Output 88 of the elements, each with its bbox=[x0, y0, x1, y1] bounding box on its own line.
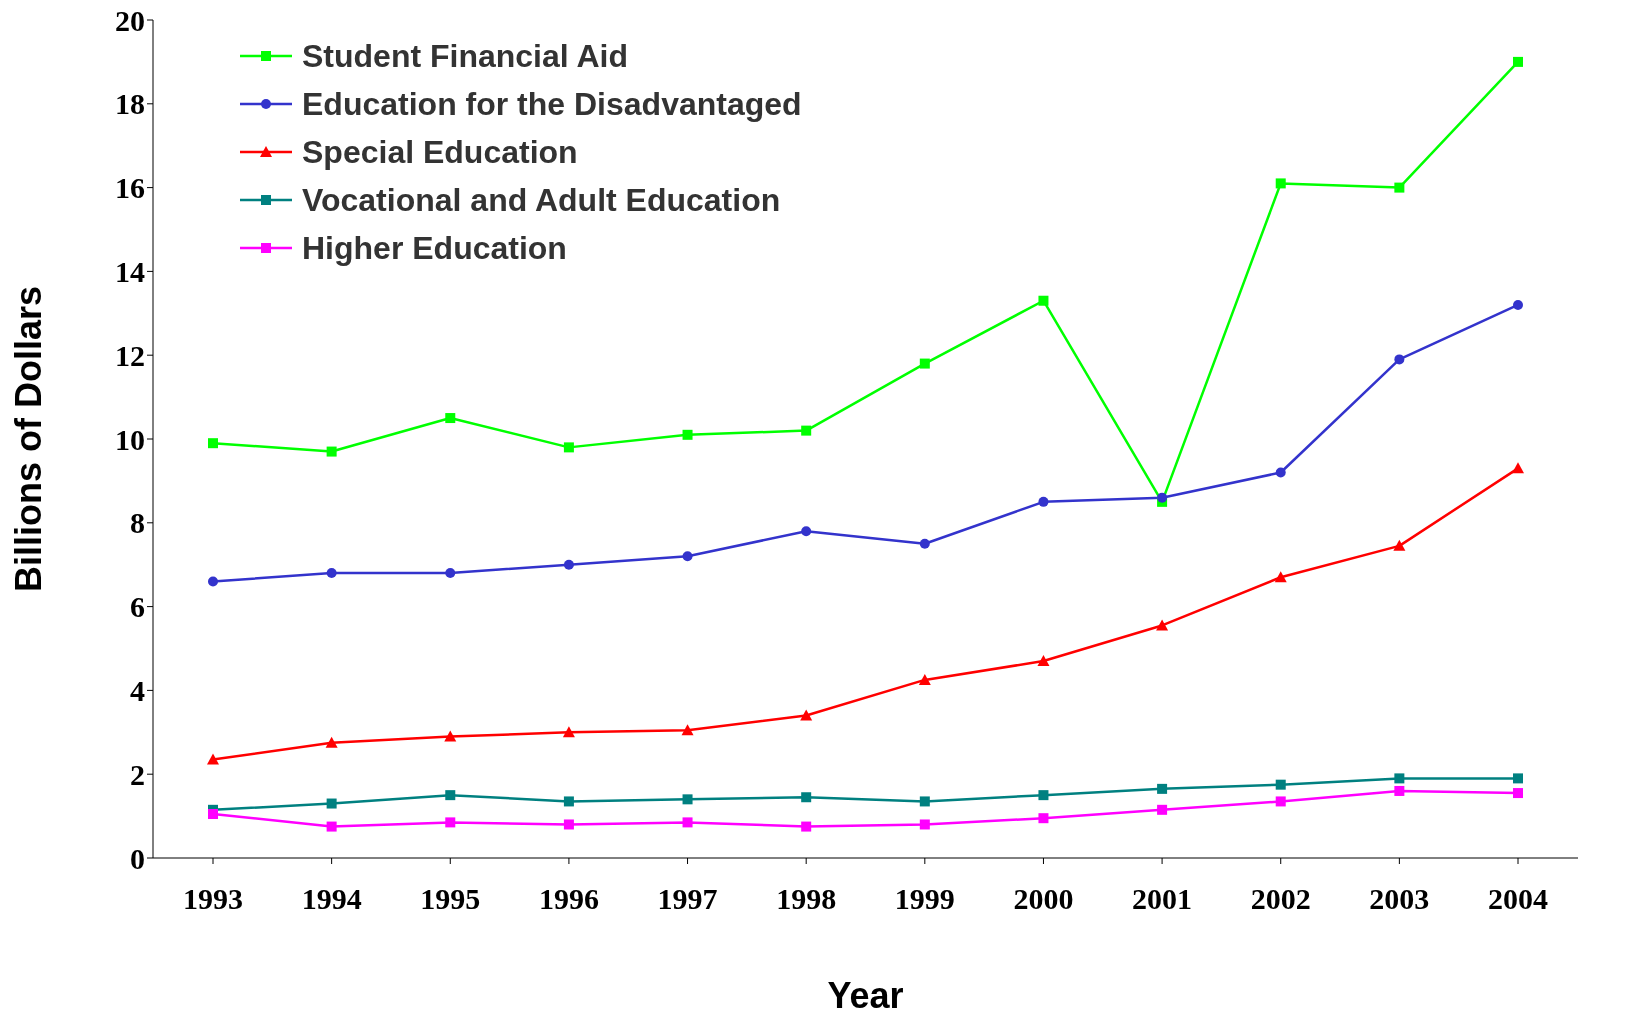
point bbox=[563, 442, 574, 453]
point bbox=[207, 753, 219, 765]
x-tick-label: 1994 bbox=[301, 882, 362, 916]
point bbox=[1157, 492, 1168, 503]
y-tick-label: 8 bbox=[130, 506, 145, 540]
point bbox=[563, 796, 574, 807]
point bbox=[563, 819, 574, 830]
y-axis-title: Billions of Dollars bbox=[7, 285, 49, 593]
point bbox=[801, 425, 812, 436]
legend-label: Vocational and Adult Education bbox=[302, 181, 781, 219]
point bbox=[801, 821, 812, 832]
point bbox=[1275, 796, 1286, 807]
point bbox=[326, 446, 337, 457]
point bbox=[445, 568, 456, 579]
point bbox=[1513, 299, 1523, 310]
legend-label: Higher Education bbox=[302, 229, 567, 267]
point bbox=[326, 821, 337, 832]
point bbox=[1512, 462, 1524, 474]
point bbox=[681, 724, 694, 736]
point bbox=[208, 438, 218, 449]
point bbox=[445, 413, 456, 424]
x-tick-label: 1993 bbox=[183, 882, 243, 916]
point bbox=[1157, 804, 1168, 815]
point bbox=[444, 730, 457, 742]
point bbox=[208, 576, 218, 587]
point bbox=[682, 429, 693, 440]
y-tick-label: 16 bbox=[115, 171, 145, 205]
point bbox=[682, 551, 693, 562]
legend-label: Student Financial Aid bbox=[302, 37, 628, 75]
legend-label: Education for the Disadvantaged bbox=[302, 85, 802, 123]
point bbox=[918, 673, 931, 685]
y-tick-label: 10 bbox=[115, 422, 145, 456]
y-tick-label: 18 bbox=[115, 87, 145, 121]
point bbox=[1157, 783, 1168, 794]
point bbox=[919, 358, 930, 369]
x-tick-label: 2003 bbox=[1369, 882, 1430, 916]
point bbox=[1275, 178, 1286, 189]
point bbox=[1037, 655, 1050, 667]
point bbox=[800, 709, 813, 721]
point bbox=[563, 559, 574, 570]
point bbox=[562, 726, 575, 738]
x-tick-label: 1997 bbox=[657, 882, 718, 916]
point bbox=[919, 538, 930, 549]
x-tick-label: 2000 bbox=[1013, 882, 1074, 916]
y-tick-label: 12 bbox=[115, 338, 145, 372]
point bbox=[1513, 773, 1523, 784]
point bbox=[326, 798, 337, 809]
point bbox=[919, 819, 930, 830]
y-tick-label: 6 bbox=[130, 590, 145, 624]
point bbox=[919, 796, 930, 807]
point bbox=[1394, 785, 1405, 796]
point bbox=[445, 817, 456, 828]
point bbox=[208, 809, 218, 820]
point bbox=[1394, 354, 1405, 365]
legend-label: Special Education bbox=[302, 133, 578, 171]
x-tick-label: 2002 bbox=[1250, 882, 1311, 916]
point bbox=[326, 568, 337, 579]
point bbox=[801, 792, 812, 803]
point bbox=[1038, 790, 1049, 801]
x-tick-label: 2001 bbox=[1132, 882, 1193, 916]
point bbox=[682, 794, 693, 805]
x-axis-title: Year bbox=[827, 975, 904, 1016]
y-tick-label: 4 bbox=[130, 674, 145, 708]
point bbox=[1038, 295, 1049, 306]
point bbox=[1274, 571, 1287, 583]
x-tick-label: 2004 bbox=[1488, 882, 1548, 916]
point bbox=[1513, 56, 1523, 67]
point bbox=[325, 736, 338, 748]
point bbox=[1513, 788, 1523, 799]
y-tick-label: 0 bbox=[130, 841, 145, 875]
point bbox=[1393, 539, 1406, 551]
point bbox=[1275, 779, 1286, 790]
x-tick-label: 1999 bbox=[894, 882, 955, 916]
x-tick-label: 1995 bbox=[420, 882, 481, 916]
point bbox=[801, 526, 812, 537]
x-tick-label: 1996 bbox=[538, 882, 599, 916]
point bbox=[1038, 813, 1049, 824]
y-tick-label: 14 bbox=[115, 255, 145, 289]
point bbox=[445, 790, 456, 801]
point bbox=[682, 817, 693, 828]
point bbox=[1156, 619, 1169, 631]
point bbox=[1038, 496, 1049, 507]
point bbox=[1394, 182, 1405, 193]
x-tick-label: 1998 bbox=[776, 882, 837, 916]
y-tick-label: 20 bbox=[115, 3, 145, 37]
point bbox=[1394, 773, 1405, 784]
point bbox=[1275, 467, 1286, 478]
y-tick-label: 2 bbox=[130, 757, 145, 791]
